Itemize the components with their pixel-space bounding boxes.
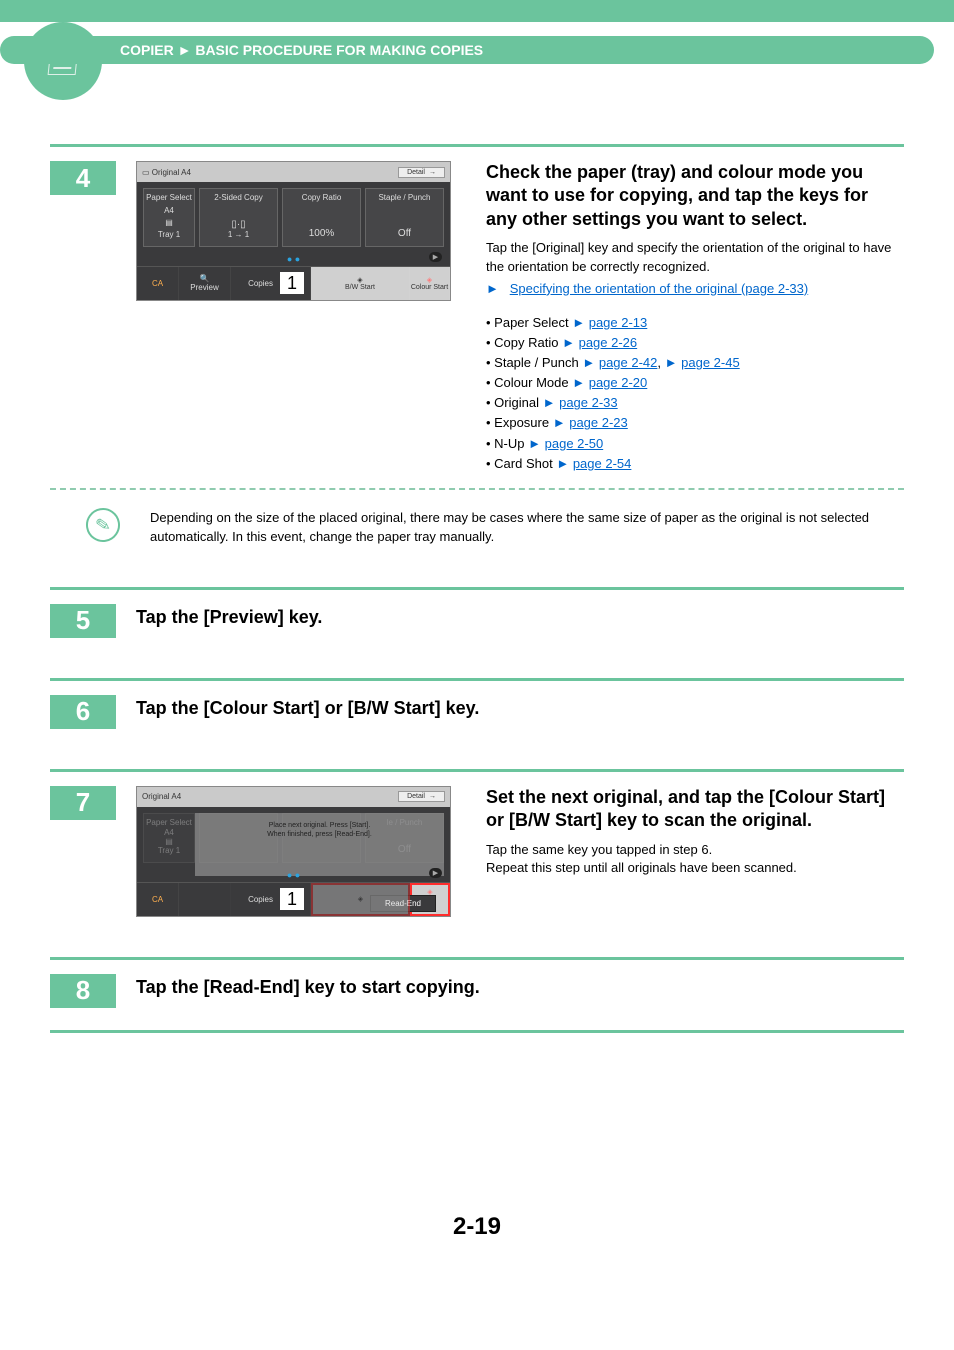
panel-paper-select[interactable]: Paper Select A4 ▤ Tray 1 bbox=[143, 188, 195, 247]
step-8: 8 Tap the [Read-End] key to start copyin… bbox=[50, 957, 904, 1033]
bullet-label: Exposure bbox=[494, 415, 553, 430]
step-5: 5 Tap the [Preview] key. bbox=[50, 587, 904, 638]
step-number-8: 8 bbox=[50, 974, 116, 1008]
breadcrumb: COPIER ► BASIC PROCEDURE FOR MAKING COPI… bbox=[0, 36, 934, 64]
bullet-label: Paper Select bbox=[494, 315, 572, 330]
step-number-4: 4 bbox=[50, 161, 116, 195]
step4-note: ✎ Depending on the size of the placed or… bbox=[50, 490, 904, 547]
panel-detail-button[interactable]: Detail → bbox=[398, 167, 445, 178]
link-nup[interactable]: page 2-50 bbox=[545, 436, 604, 451]
panel-page-dots: ● ● ▶ bbox=[137, 867, 450, 882]
note-text: Depending on the size of the placed orig… bbox=[150, 508, 904, 547]
panel-paper-select: Paper Select A4 ▤ Tray 1 bbox=[143, 813, 195, 863]
panel-bw-start-button[interactable]: ◈B/W Start bbox=[311, 267, 410, 300]
bullet-label: Colour Mode bbox=[494, 375, 572, 390]
step6-title: Tap the [Colour Start] or [B/W Start] ke… bbox=[136, 697, 904, 720]
overlay-msg2: When finished, press [Read-End]. bbox=[267, 830, 372, 839]
panel-original-value: A4 bbox=[181, 168, 191, 177]
step-number-5: 5 bbox=[50, 604, 116, 638]
panel-detail-button[interactable]: Detail → bbox=[398, 791, 445, 802]
step4-title: Check the paper (tray) and colour mode y… bbox=[486, 161, 904, 231]
bullet-label: Original bbox=[494, 395, 542, 410]
panel-next-arrow-icon[interactable]: ▶ bbox=[429, 868, 442, 878]
panel-ca-button[interactable]: CA bbox=[137, 267, 179, 300]
step-number-7: 7 bbox=[50, 786, 116, 820]
link-card-shot[interactable]: page 2-54 bbox=[573, 456, 632, 471]
panel-preview-button bbox=[179, 883, 231, 916]
panel-copies[interactable]: Copies1 bbox=[231, 267, 311, 300]
step-number-6: 6 bbox=[50, 695, 116, 729]
step5-title: Tap the [Preview] key. bbox=[136, 606, 904, 629]
link-staple-2[interactable]: page 2-45 bbox=[681, 355, 740, 370]
breadcrumb-section: COPIER bbox=[120, 42, 174, 58]
link-orientation[interactable]: Specifying the orientation of the origin… bbox=[510, 281, 808, 296]
panel-original-label: Original bbox=[152, 168, 180, 177]
panel-original-label: Original bbox=[142, 792, 170, 801]
bullet-label: Copy Ratio bbox=[494, 335, 562, 350]
breadcrumb-separator: ► bbox=[178, 42, 192, 58]
bullet-label: Card Shot bbox=[494, 456, 556, 471]
overlay-msg1: Place next original. Press [Start]. bbox=[269, 821, 371, 830]
panel-ca-button[interactable]: CA bbox=[137, 883, 179, 916]
link-exposure[interactable]: page 2-23 bbox=[569, 415, 628, 430]
top-band bbox=[0, 0, 954, 22]
step-7: 7 Original A4 Detail → Paper Select A4 ▤… bbox=[50, 769, 904, 917]
step7-text1: Tap the same key you tapped in step 6. bbox=[486, 841, 904, 860]
page-number: 2-19 bbox=[50, 1213, 904, 1291]
step7-text2: Repeat this step until all originals hav… bbox=[486, 859, 904, 878]
panel-page-dots: ● ● ▶ bbox=[137, 251, 450, 266]
step4-text: Tap the [Original] key and specify the o… bbox=[486, 239, 904, 277]
panel-colour-start-button[interactable]: ◈Colour Start bbox=[410, 267, 450, 300]
copier-panel-step7: Original A4 Detail → Paper Select A4 ▤ T… bbox=[136, 786, 451, 917]
link-copy-ratio[interactable]: page 2-26 bbox=[579, 335, 638, 350]
panel-preview-button[interactable]: 🔍Preview bbox=[179, 267, 231, 300]
copier-panel-step4: ▭ Original A4 Detail → Paper Select A4 ▤… bbox=[136, 161, 451, 301]
step7-title: Set the next original, and tap the [Colo… bbox=[486, 786, 904, 833]
step4-bullets: • Paper Select ► page 2-13 • Copy Ratio … bbox=[486, 313, 904, 474]
step-6: 6 Tap the [Colour Start] or [B/W Start] … bbox=[50, 678, 904, 729]
panel-bw-start-button[interactable]: ◈ bbox=[311, 883, 410, 916]
bullet-label: Staple / Punch bbox=[494, 355, 582, 370]
link-staple-1[interactable]: page 2-42 bbox=[599, 355, 658, 370]
link-original[interactable]: page 2-33 bbox=[559, 395, 618, 410]
panel-copy-ratio[interactable]: Copy Ratio 100% bbox=[282, 188, 361, 247]
bullet-label: N-Up bbox=[494, 436, 528, 451]
panel-copies[interactable]: Copies1 bbox=[231, 883, 311, 916]
step-4: 4 ▭ Original A4 Detail → Paper Select A4… bbox=[50, 144, 904, 547]
link-colour-mode[interactable]: page 2-20 bbox=[589, 375, 648, 390]
link-paper-select[interactable]: page 2-13 bbox=[589, 315, 648, 330]
panel-original-value: A4 bbox=[171, 792, 181, 801]
page-content: 4 ▭ Original A4 Detail → Paper Select A4… bbox=[0, 144, 954, 1291]
panel-2sided[interactable]: 2-Sided Copy ▯·▯ 1 → 1 bbox=[199, 188, 278, 247]
breadcrumb-page: BASIC PROCEDURE FOR MAKING COPIES bbox=[195, 42, 483, 58]
panel-next-arrow-icon[interactable]: ▶ bbox=[429, 252, 442, 262]
note-icon: ✎ bbox=[83, 505, 122, 544]
panel-staple-punch[interactable]: Staple / Punch Off bbox=[365, 188, 444, 247]
header: COPIER ► BASIC PROCEDURE FOR MAKING COPI… bbox=[0, 22, 954, 104]
link-arrow-icon: ► bbox=[486, 281, 499, 296]
step8-title: Tap the [Read-End] key to start copying. bbox=[136, 976, 904, 999]
